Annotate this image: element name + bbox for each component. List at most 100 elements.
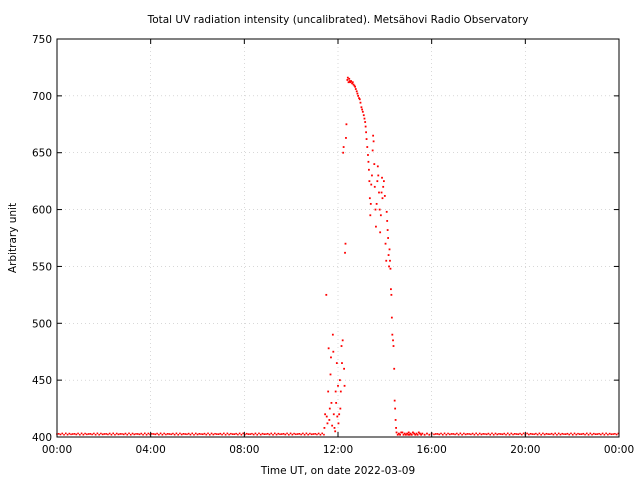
data-point: [345, 123, 348, 126]
baseline-point: [288, 433, 290, 436]
data-point: [362, 114, 365, 117]
baseline-point: [582, 432, 585, 435]
baseline-point: [434, 433, 437, 435]
data-point: [339, 407, 342, 410]
baseline-point: [189, 433, 192, 436]
data-point: [396, 433, 399, 436]
data-point: [338, 379, 341, 382]
baseline-point: [466, 433, 469, 435]
baseline-point: [522, 432, 525, 435]
baseline-point: [144, 432, 146, 435]
data-point: [327, 390, 330, 393]
baseline-point: [521, 433, 523, 436]
baseline-point: [131, 432, 134, 435]
baseline-point: [98, 433, 100, 436]
baseline-point: [79, 433, 81, 436]
baseline-point: [103, 433, 106, 435]
baseline-point: [433, 433, 435, 436]
baseline-point: [208, 433, 211, 436]
data-point: [336, 415, 339, 418]
data-point: [348, 77, 351, 80]
baseline-point: [57, 433, 60, 435]
data-point: [412, 431, 414, 434]
baseline-point: [165, 433, 167, 436]
baseline-point: [485, 433, 488, 436]
data-point: [370, 183, 373, 186]
baseline-point: [477, 433, 479, 436]
baseline-point: [72, 433, 74, 435]
data-point: [338, 413, 341, 416]
baseline-point: [473, 433, 476, 436]
data-point: [359, 101, 362, 104]
data-point: [335, 401, 338, 404]
baseline-point: [494, 432, 497, 435]
data-point: [375, 225, 377, 228]
baseline-point: [186, 433, 188, 436]
data-point: [391, 333, 394, 336]
baseline-point: [295, 433, 297, 436]
baseline-point: [594, 433, 597, 436]
baseline-point: [122, 433, 125, 436]
data-point: [382, 180, 385, 183]
baseline-point: [300, 433, 302, 436]
baseline-point: [533, 433, 535, 436]
baseline-point: [73, 433, 76, 435]
data-point: [339, 390, 342, 393]
baseline-point: [487, 432, 490, 435]
data-point: [384, 242, 387, 245]
baseline-point: [438, 433, 441, 436]
data-point: [342, 146, 345, 148]
baseline-point: [309, 432, 311, 435]
baseline-point: [545, 432, 548, 435]
y-tick-label: 550: [32, 261, 52, 273]
data-point: [334, 390, 337, 393]
baseline-point: [68, 432, 71, 435]
baseline-point: [436, 433, 439, 435]
baseline-point: [566, 432, 569, 435]
baseline-point: [182, 433, 185, 435]
baseline-point: [443, 432, 446, 435]
baseline-point: [463, 432, 465, 435]
baseline-point: [154, 433, 157, 436]
data-point: [356, 92, 359, 95]
data-point: [361, 110, 364, 113]
baseline-point: [571, 433, 574, 436]
baseline-point: [529, 432, 532, 435]
baseline-point: [94, 433, 97, 436]
data-point: [341, 339, 344, 342]
data-point: [343, 384, 346, 387]
baseline-point: [302, 432, 304, 435]
data-point: [428, 433, 431, 436]
data-point: [407, 433, 410, 436]
baseline-point: [457, 433, 460, 436]
baseline-point: [454, 433, 456, 436]
baseline-point: [147, 432, 150, 435]
baseline-point: [489, 433, 492, 436]
data-point: [388, 248, 391, 251]
data-point: [327, 347, 330, 350]
y-tick-label: 400: [32, 432, 52, 444]
baseline-point: [607, 433, 609, 436]
baseline-point: [110, 433, 113, 436]
data-point: [325, 293, 328, 296]
data-point: [323, 427, 326, 429]
baseline-point: [135, 433, 137, 435]
baseline-point: [242, 432, 244, 435]
baseline-point: [526, 432, 528, 435]
baseline-point: [105, 433, 107, 435]
baseline-point: [156, 432, 158, 435]
data-point: [358, 97, 360, 100]
x-tick-label: 16:00: [417, 444, 447, 456]
data-point: [360, 106, 363, 109]
data-point: [392, 339, 394, 342]
baseline-point: [570, 432, 572, 435]
baseline-point: [266, 432, 269, 435]
baseline-point: [237, 433, 239, 436]
baseline-point: [510, 432, 513, 435]
baseline-point: [126, 433, 129, 436]
baseline-point: [591, 433, 593, 436]
baseline-point: [312, 433, 315, 435]
baseline-point: [66, 433, 69, 436]
x-tick-label: 00:00: [604, 444, 634, 456]
y-tick-label: 450: [32, 375, 52, 387]
